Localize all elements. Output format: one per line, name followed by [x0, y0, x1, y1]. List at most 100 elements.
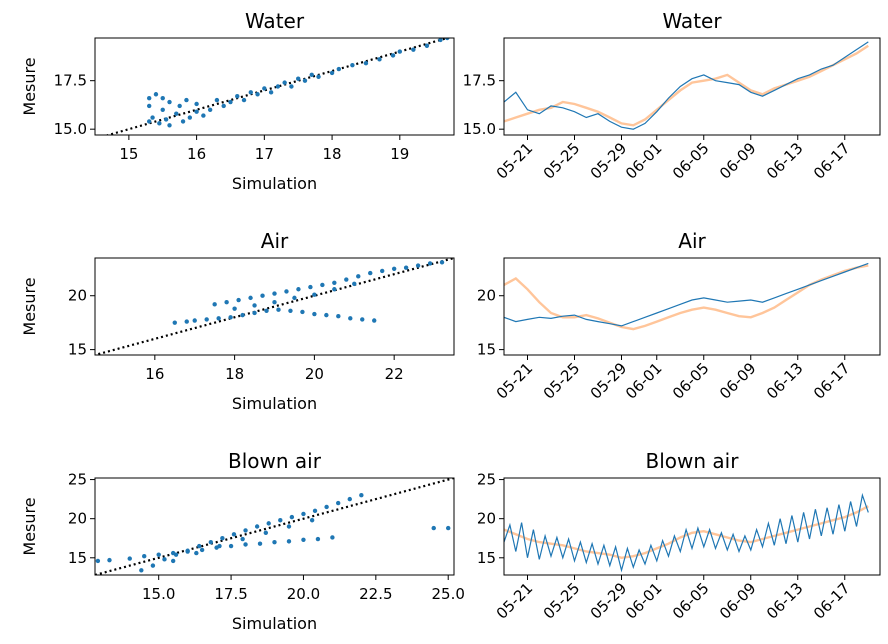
scatter-air-point-7	[252, 310, 257, 316]
scatter-blown-point-22	[197, 543, 202, 549]
scatter-blown-point-32	[312, 508, 318, 514]
scatter-air-point-41	[292, 295, 297, 301]
scatter-blown-point-1	[107, 557, 112, 563]
scatter-blown-xlabel: Simulation	[232, 614, 317, 633]
scatter-blown-point-9	[228, 543, 234, 549]
scatter-water-point-32	[296, 76, 301, 81]
scatter-air-point-8	[264, 308, 269, 314]
scatter-blown-point-4	[156, 552, 161, 557]
scatter-blown-point-0	[95, 558, 101, 564]
scatter-water-point-33	[302, 78, 308, 83]
scatter-blown-point-20	[173, 552, 179, 557]
scatter-water-point-8	[163, 117, 169, 122]
scatter-blown-point-16	[330, 535, 335, 540]
ts-water-title: Water	[662, 9, 722, 33]
scatter-water-point-14	[184, 97, 189, 103]
scatter-water-ytick-label-1: 17.5	[54, 72, 87, 90]
scatter-water-point-43	[411, 47, 416, 52]
scatter-water-point-36	[329, 70, 335, 76]
scatter-blown-point-2	[127, 556, 132, 561]
scatter-blown-point-36	[359, 493, 364, 498]
scatter-water-xtick-label-0: 15	[119, 145, 138, 163]
ts-water-xtick-label-7: 06-17	[810, 139, 854, 183]
scatter-water-ylabel: Mesure	[20, 57, 39, 115]
scatter-water-point-19	[207, 107, 213, 112]
scatter-air-point-12	[312, 311, 317, 317]
scatter-air-point-1	[184, 319, 189, 324]
scatter-water-point-5	[157, 121, 162, 126]
scatter-water-point-46	[445, 38, 450, 41]
scatter-air-point-5	[228, 315, 233, 320]
scatter-blown-point-23	[208, 539, 214, 545]
ts-water-xtick-label-3: 06-01	[622, 139, 666, 183]
scatter-air-point-29	[344, 277, 349, 282]
scatter-water-point-31	[289, 84, 294, 89]
ts-water-frame	[503, 37, 881, 136]
scatter-water-point-1	[146, 103, 152, 109]
scatter-air-point-3	[204, 317, 209, 322]
scatter-air-point-31	[368, 270, 373, 276]
scatter-blown-point-39	[217, 543, 222, 549]
ts-blown-frame	[503, 477, 881, 576]
scatter-air-ylabel: Mesure	[20, 277, 39, 335]
scatter-air-point-34	[403, 265, 409, 270]
scatter-blown-ytick-label-2: 25	[68, 471, 87, 489]
scatter-blown-point-26	[243, 528, 248, 533]
ts-water-xtick-label-4: 06-05	[669, 139, 713, 183]
scatter-blown-point-44	[431, 525, 436, 531]
ts-air-measure-line	[504, 262, 869, 327]
ts-blown-xtick-label-5: 06-09	[716, 579, 760, 623]
ts-water-simulation-line	[504, 44, 869, 127]
scatter-water-point-37	[336, 66, 342, 72]
scatter-water-point-3	[150, 115, 155, 120]
scatter-water-point-6	[160, 107, 165, 112]
ts-air-xtick-label-7: 06-17	[810, 359, 854, 403]
scatter-blown-point-17	[139, 568, 144, 573]
ts-blown-xtick-label-6: 06-13	[763, 579, 807, 623]
scatter-air-point-6	[240, 312, 245, 318]
scatter-water-point-42	[397, 49, 403, 54]
scatter-blown-point-13	[286, 539, 292, 544]
scatter-blown-point-42	[286, 524, 292, 529]
scatter-blown-ytick-label-1: 20	[68, 510, 87, 528]
scatter-water-point-39	[363, 61, 369, 66]
scatter-blown-point-27	[254, 524, 260, 529]
scatter-air-point-11	[300, 309, 305, 315]
scatter-air-point-30	[356, 274, 361, 279]
scatter-water-point-35	[316, 74, 321, 80]
scatter-blown-point-41	[263, 530, 269, 535]
scatter-air-point-40	[272, 299, 277, 305]
ts-water-xtick-label-5: 06-09	[716, 139, 760, 183]
scatter-blown-ylabel: Mesure	[20, 497, 39, 555]
scatter-water-title: Water	[245, 9, 305, 33]
ts-blown-ytick-label-1: 20	[477, 510, 496, 528]
scatter-blown-point-18	[150, 563, 156, 568]
ts-blown-xtick-label-4: 06-05	[669, 579, 713, 623]
scatter-air-ytick-label-1: 20	[68, 287, 87, 305]
ts-blown-title: Blown air	[646, 449, 740, 473]
scatter-blown-identity-line	[95, 478, 454, 575]
scatter-water-point-26	[255, 92, 260, 97]
scatter-blown-point-34	[335, 500, 341, 506]
scatter-air-point-44	[352, 281, 357, 287]
ts-air-xtick-label-5: 06-09	[716, 359, 760, 403]
scatter-water-point-0	[146, 119, 152, 124]
scatter-air-point-35	[415, 263, 421, 268]
scatter-water-point-30	[282, 80, 287, 85]
scatter-air-point-19	[224, 299, 229, 305]
scatter-blown-frame	[94, 477, 455, 576]
scatter-water-point-16	[194, 109, 199, 114]
scatter-water-point-34	[309, 72, 314, 78]
scatter-blown-point-38	[194, 550, 199, 556]
scatter-water-ytick-label-0: 15.0	[54, 120, 87, 138]
scatter-blown-point-43	[309, 518, 315, 523]
scatter-air-xtick-label-3: 22	[385, 365, 404, 383]
ts-air-simulation-line	[504, 264, 869, 331]
scatter-blown-point-14	[301, 537, 306, 542]
scatter-blown-point-21	[185, 548, 190, 553]
scatter-air-xtick-label-0: 16	[145, 365, 164, 383]
scatter-blown-xtick-label-0: 15.0	[142, 585, 175, 603]
scatter-water-xtick-label-4: 19	[390, 145, 409, 163]
scatter-water-point-2	[146, 95, 152, 101]
scatter-air-point-39	[252, 303, 257, 308]
